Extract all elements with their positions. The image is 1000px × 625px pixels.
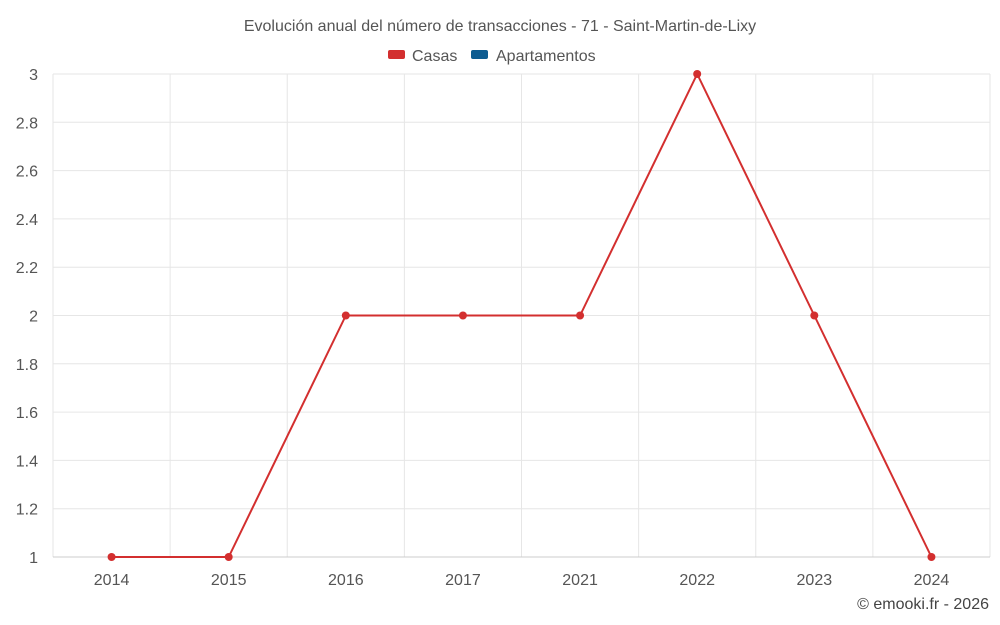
series-points xyxy=(107,70,936,561)
y-tick-label: 2.8 xyxy=(16,115,38,132)
x-tick-label: 2023 xyxy=(797,572,833,589)
data-point-casas-2022[interactable] xyxy=(693,70,702,78)
y-tick-label: 1.4 xyxy=(16,453,38,470)
y-tick-label: 2.6 xyxy=(16,164,38,181)
x-axis-ticks: 2014 2015 2016 2017 2021 2022 2023 2024 xyxy=(94,572,950,589)
y-tick-label: 2.4 xyxy=(16,212,38,229)
x-tick-label: 2022 xyxy=(679,572,715,589)
series-line-casas xyxy=(111,73,933,558)
legend: Casas Apartamentos xyxy=(388,48,596,65)
x-tick-label: 2021 xyxy=(562,572,598,589)
x-tick-label: 2016 xyxy=(328,572,364,589)
data-point-casas-2017[interactable] xyxy=(458,311,467,320)
chart-title: Evolución anual del número de transaccio… xyxy=(244,18,756,35)
x-tick-label: 2014 xyxy=(94,572,130,589)
y-tick-label: 3 xyxy=(29,67,38,84)
data-point-casas-2016[interactable] xyxy=(341,311,350,320)
x-tick-label: 2024 xyxy=(914,572,950,589)
data-point-casas-2015[interactable] xyxy=(224,553,233,561)
y-tick-label: 1.8 xyxy=(16,357,38,374)
data-point-casas-2024[interactable] xyxy=(927,553,936,561)
legend-item-casas[interactable]: Casas xyxy=(388,48,457,65)
legend-swatch-casas xyxy=(388,50,405,59)
x-tick-label: 2015 xyxy=(211,572,247,589)
data-point-casas-2023[interactable] xyxy=(810,311,819,320)
legend-label-apartamentos: Apartamentos xyxy=(496,48,596,65)
y-tick-label: 2.2 xyxy=(16,260,38,277)
data-point-casas-2021[interactable] xyxy=(576,311,585,320)
legend-label-casas: Casas xyxy=(412,48,457,65)
legend-item-apartamentos[interactable]: Apartamentos xyxy=(471,48,596,65)
series-lines xyxy=(111,73,933,558)
x-tick-label: 2017 xyxy=(445,572,481,589)
y-tick-label: 1 xyxy=(29,550,38,567)
y-axis-ticks: 1 1.2 1.4 1.6 1.8 2 2.2 2.4 2.6 2.8 3 xyxy=(16,67,38,567)
y-tick-label: 1.2 xyxy=(16,502,38,519)
legend-swatch-apartamentos xyxy=(471,50,488,59)
y-tick-label: 1.6 xyxy=(16,405,38,422)
data-point-casas-2014[interactable] xyxy=(107,553,116,561)
credit-text: © emooki.fr - 2026 xyxy=(857,596,989,613)
y-tick-label: 2 xyxy=(29,309,38,326)
